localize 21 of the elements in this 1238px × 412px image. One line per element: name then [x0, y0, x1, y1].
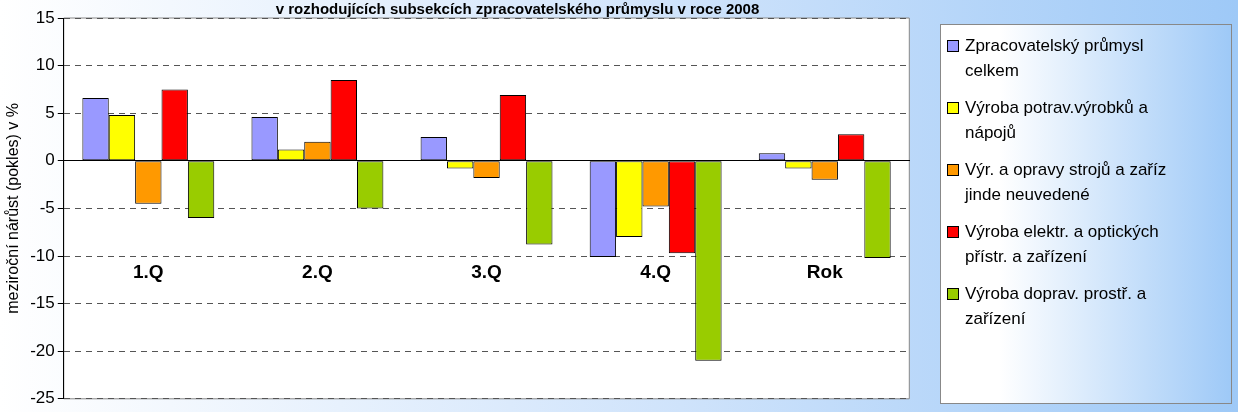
x-tick-label: Rok [806, 261, 844, 283]
chart-title: v rozhodujících subsekcích zpracovatelského průmyslu v roce 2008 [274, 0, 761, 17]
x-tick-label: 2.Q [302, 261, 333, 283]
y-tick-label: 0 [45, 150, 55, 170]
y-tick-label: 15 [35, 7, 55, 27]
y-tick-label: -10 [30, 245, 55, 265]
y-tick-label: 10 [35, 55, 55, 75]
y-axis-title: meziroční nárůst (pokles) v % [4, 103, 22, 314]
x-tick-label: 1.Q [133, 261, 164, 283]
y-tick-label: -15 [30, 293, 55, 313]
y-tick-label: -25 [30, 388, 55, 408]
legend-label: Výroba potrav.výrobků a nápojů [965, 97, 1149, 144]
legend-label: Výroba elektr. a optických přístr. a zařízení [965, 221, 1160, 268]
x-tick-label: 3.Q [471, 261, 502, 283]
y-tick-label: -20 [30, 340, 55, 360]
legend-label: Výroba doprav. prostř. a zařízení [965, 283, 1148, 330]
legend-label: Zpracovatelský průmysl celkem [965, 35, 1145, 82]
y-tick-label: 5 [45, 102, 55, 122]
y-tick-label: -5 [39, 198, 55, 218]
x-tick-label: 4.Q [640, 261, 671, 283]
legend-label: Výr. a opravy strojů a zaříz jinde neuvedené [965, 159, 1168, 206]
